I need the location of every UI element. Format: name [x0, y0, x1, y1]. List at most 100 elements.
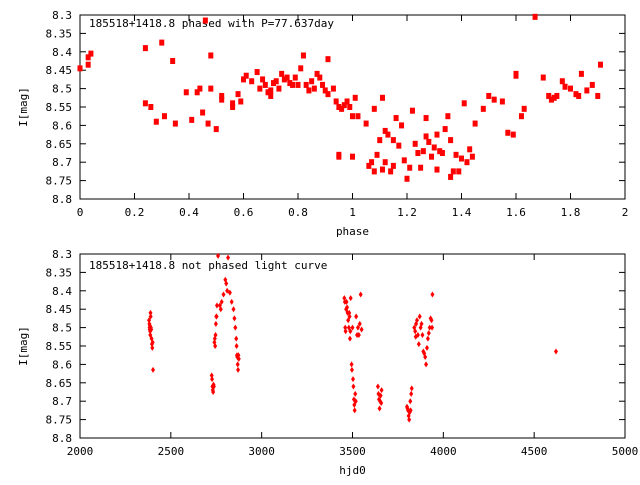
chart2-data-point: [347, 313, 352, 320]
chart1-data-point: [407, 164, 413, 171]
chart1-data-point: [265, 89, 271, 96]
chart1-data-point: [510, 131, 516, 138]
chart1-data-point: [238, 98, 244, 105]
chart1-y-tick-label: 8.4: [52, 46, 72, 59]
chart1-data-point: [213, 126, 219, 133]
chart2-y-tick-label: 8.5: [52, 322, 72, 335]
chart1-x-tick-label: 0.8: [288, 206, 308, 219]
chart2-title: 185518+1418.8 not phased light curve: [89, 259, 327, 272]
chart2-plot-frame: [79, 253, 626, 439]
chart2-data-point: [351, 383, 356, 390]
chart1-data-point: [355, 113, 361, 120]
chart1-data-point: [88, 50, 94, 57]
chart1-data-point: [142, 45, 148, 52]
chart2-y-tick-label: 8.65: [46, 377, 73, 390]
chart2-data-point: [427, 324, 432, 331]
chart1-data-point: [423, 115, 429, 122]
chart1-data-point: [453, 151, 459, 158]
chart2-data-point: [375, 383, 380, 390]
chart1-y-tick-label: 8.7: [52, 156, 72, 169]
chart1-data-point: [322, 87, 328, 94]
chart1-data-point: [268, 92, 274, 99]
chart1-y-tick-label: 8.8: [52, 193, 72, 206]
chart1-data-point: [450, 168, 456, 175]
chart1-y-tick-label: 8.3: [52, 9, 72, 22]
chart2-data-point: [224, 280, 229, 287]
chart2-x-axis-label: hjd0: [339, 464, 366, 477]
chart1-data-point: [344, 98, 350, 105]
chart2-data-point: [213, 320, 218, 327]
chart2-data-point: [151, 366, 156, 373]
chart1-data-point: [292, 74, 298, 81]
chart2-data-point: [150, 339, 155, 346]
chart1-data-point: [153, 118, 159, 125]
chart2-data-point: [226, 254, 231, 261]
chart1-data-point: [142, 100, 148, 107]
chart1-data-point: [230, 104, 236, 110]
chart1-data-point: [385, 131, 391, 138]
chart1-y-tick-label: 8.65: [46, 138, 73, 151]
chart2-data-point: [408, 398, 413, 405]
chart2-data-point: [234, 343, 239, 349]
chart1-data-point: [518, 113, 524, 120]
chart2-data-point: [209, 372, 214, 379]
chart2-data-point: [357, 320, 362, 327]
chart2-data-point: [344, 298, 349, 305]
chart2-data-point: [420, 331, 425, 338]
chart1-y-tick-label: 8.75: [46, 175, 73, 188]
chart2-y-tick-label: 8.55: [46, 340, 73, 353]
chart1-data-point: [415, 150, 421, 156]
chart2-data-point: [348, 295, 353, 302]
chart2-data-point: [415, 331, 420, 338]
chart1-data-point: [295, 81, 301, 88]
chart2-data-point: [210, 376, 215, 383]
chart1-data-point: [260, 76, 266, 83]
chart2-data-point: [353, 398, 358, 405]
chart2-data-point: [214, 302, 219, 309]
chart2-x-tick-label: 3500: [339, 445, 366, 458]
chart1-data-point: [235, 91, 241, 98]
chart1-data-point: [170, 58, 176, 64]
chart1-data-point: [448, 173, 454, 180]
chart1-y-tick-label: 8.5: [52, 83, 72, 96]
chart2-y-tick-label: 8.7: [52, 395, 72, 408]
chart1-x-tick-label: 0.4: [179, 206, 199, 219]
chart2-data-point: [416, 341, 421, 348]
chart1-data-point: [230, 100, 236, 107]
chart2-data-point: [227, 289, 232, 296]
chart1-data-point: [254, 69, 260, 76]
chart2-data-point: [347, 335, 352, 342]
chart1-data-point: [412, 140, 418, 147]
chart1-data-point: [393, 115, 399, 122]
chart2-data-point: [221, 291, 226, 298]
chart1-data-point: [390, 162, 396, 169]
chart2-x-tick-label: 2000: [67, 445, 94, 458]
chart1-data-point: [369, 159, 375, 166]
chart1-data-point: [279, 70, 285, 77]
chart2-data-point: [352, 407, 357, 414]
chart1-data-point: [431, 144, 437, 151]
chart1-data-point: [399, 122, 405, 129]
chart1-data-point: [499, 98, 505, 105]
chart1-data-point: [404, 175, 410, 182]
chart1-data-point: [409, 107, 415, 114]
chart1-data-point: [548, 96, 554, 103]
chart2-data-point: [407, 416, 412, 423]
chart2-data-point: [236, 352, 241, 359]
chart1-data-point: [347, 104, 353, 110]
chart2-data-point: [213, 331, 218, 338]
chart2-data-point: [430, 324, 435, 331]
chart1-data-point: [159, 39, 165, 46]
chart2-data-point: [553, 348, 558, 355]
chart1-data-point: [336, 153, 342, 160]
chart1-data-point: [330, 85, 336, 92]
chart1-data-point: [148, 104, 154, 110]
chart1-data-point: [197, 85, 203, 92]
chart1-x-tick-label: 1.8: [561, 206, 581, 219]
chart1-data-point: [303, 81, 309, 88]
chart2-data-point: [213, 343, 218, 349]
chart2-data-point: [409, 385, 414, 392]
chart1-data-point: [352, 94, 358, 101]
chart1-y-tick-label: 8.6: [52, 119, 72, 132]
